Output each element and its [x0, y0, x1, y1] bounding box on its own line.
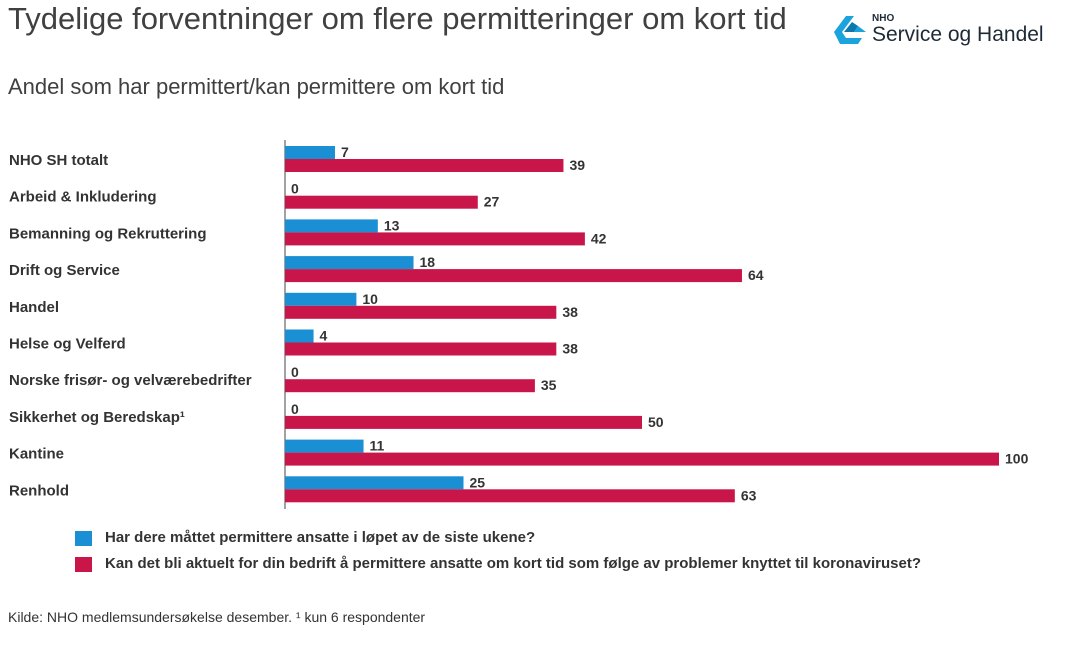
category-label: Arbeid & Inkludering	[9, 189, 157, 206]
nho-logo-icon	[834, 16, 866, 44]
data-label-series-2: 39	[569, 157, 585, 173]
bar-series-2	[285, 195, 478, 209]
source-note: Kilde: NHO medlemsundersøkelse desember.…	[8, 609, 426, 625]
bar-series-1	[285, 476, 464, 490]
bar-series-2	[285, 489, 735, 503]
legend-swatch-red	[75, 557, 92, 572]
category-label: Sikkerhet og Beredskap¹	[9, 409, 185, 426]
category-label: Norske frisør- og velværebedrifter	[9, 372, 252, 389]
data-label-series-2: 63	[741, 487, 757, 503]
legend-label-series-2: Kan det bli aktuelt for din bedrift å pe…	[105, 555, 921, 572]
data-label-series-2: 38	[562, 341, 578, 357]
data-label-series-1: 25	[470, 474, 486, 490]
category-label: Kantine	[9, 446, 64, 463]
data-label-series-2: 27	[484, 194, 500, 210]
bar-series-1	[285, 146, 335, 159]
page-title: Tydelige forventninger om flere permitte…	[8, 1, 787, 36]
bar-series-2	[285, 452, 999, 466]
data-label-series-1: 0	[291, 401, 299, 417]
category-label: Drift og Service	[9, 262, 120, 279]
bar-series-2	[285, 232, 585, 246]
category-label: Bemanning og Rekruttering	[9, 225, 207, 242]
data-label-series-1: 0	[291, 364, 299, 380]
bar-series-2	[285, 379, 535, 393]
bar-series-2	[285, 415, 642, 429]
category-label: Renhold	[9, 482, 69, 499]
data-label-series-2: 50	[648, 414, 664, 430]
bar-series-2	[285, 159, 564, 172]
data-label-series-2: 64	[748, 267, 764, 283]
data-label-series-1: 11	[370, 438, 385, 454]
data-label-series-1: 4	[320, 328, 328, 344]
data-label-series-1: 13	[384, 217, 400, 233]
logo-main-text: Service og Handel	[872, 23, 1044, 46]
legend-label-series-1: Har dere måttet permittere ansatte i løp…	[105, 529, 536, 546]
bar-chart: NHO SH totalt 7 39 Arbeid & Inkludering 0 27 B…	[9, 140, 1029, 509]
data-label-series-2: 35	[541, 377, 557, 393]
category-label: Helse og Velferd	[9, 336, 126, 353]
bar-series-1	[285, 439, 364, 453]
legend-swatch-blue	[75, 531, 92, 546]
category-label: Handel	[9, 299, 59, 316]
nho-logo: NHO Service og Handel	[832, 12, 1062, 52]
data-label-series-1: 7	[341, 144, 349, 160]
bar-series-1	[285, 292, 357, 306]
category-label: NHO SH totalt	[9, 152, 108, 169]
data-label-series-1: 18	[420, 254, 436, 270]
data-label-series-2: 42	[591, 230, 607, 246]
data-label-series-1: 0	[291, 181, 299, 197]
bar-series-2	[285, 305, 557, 319]
bar-series-1	[285, 219, 378, 233]
bar-series-2	[285, 269, 742, 283]
bar-series-1	[285, 329, 314, 343]
bar-series-2	[285, 342, 557, 356]
bar-series-1	[285, 256, 414, 270]
logo-small-text: NHO	[872, 13, 895, 24]
data-label-series-2: 100	[1005, 451, 1029, 467]
data-label-series-2: 38	[562, 304, 578, 320]
data-label-series-1: 10	[362, 291, 378, 307]
page-subtitle: Andel som har permittert/kan permittere …	[8, 74, 505, 99]
